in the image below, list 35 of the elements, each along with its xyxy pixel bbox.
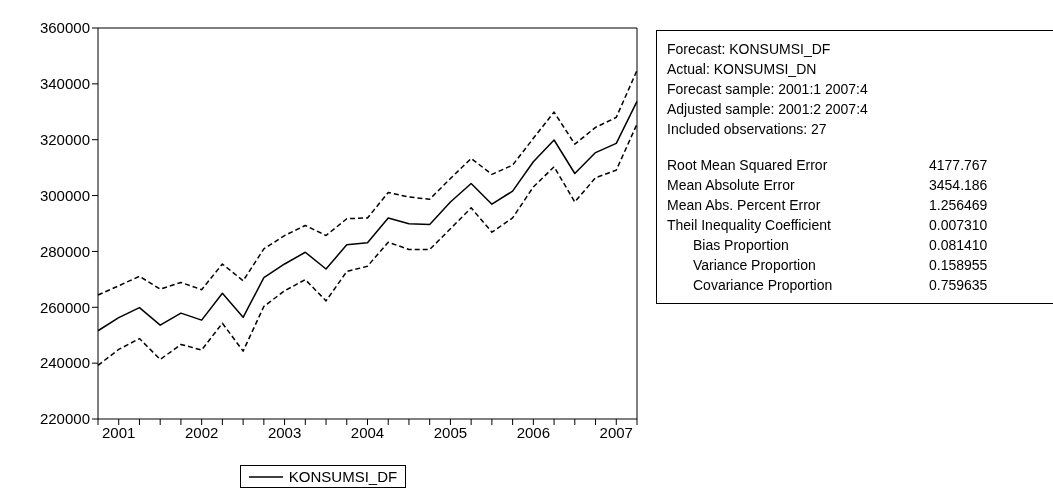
text: Variance Proportion bbox=[692, 256, 817, 275]
y-tick-label: 240000 bbox=[39, 354, 90, 372]
text: Root Mean Squared Error bbox=[667, 156, 829, 175]
text: 0.158955 bbox=[929, 256, 988, 275]
text: Theil Inequality Coefficient bbox=[667, 216, 832, 235]
y-tick-label: 320000 bbox=[39, 131, 90, 149]
text: Included observations: 27 bbox=[667, 120, 828, 139]
y-tick-label: 260000 bbox=[39, 298, 90, 316]
y-tick-label: 340000 bbox=[39, 75, 90, 93]
y-tick-label: 360000 bbox=[39, 19, 90, 37]
legend-label: KONSUMSI_DF bbox=[288, 468, 398, 485]
text: 3454.186 bbox=[929, 176, 988, 195]
x-tick-label: 2005 bbox=[433, 423, 468, 441]
text: 0.007310 bbox=[929, 216, 988, 235]
y-tick-label: 280000 bbox=[39, 242, 90, 260]
x-tick-label: 2006 bbox=[516, 423, 551, 441]
text: Actual: KONSUMSI_DN bbox=[667, 60, 818, 79]
text: 4177.767 bbox=[929, 156, 988, 175]
y-tick-label: 220000 bbox=[39, 410, 90, 428]
text: 0.081410 bbox=[929, 236, 988, 255]
text: Mean Abs. Percent Error bbox=[667, 196, 822, 215]
x-tick-label: 2001 bbox=[102, 423, 136, 441]
text: 1.256469 bbox=[929, 196, 988, 215]
x-tick-label: 2002 bbox=[184, 423, 219, 441]
text: Bias Proportion bbox=[692, 236, 790, 255]
text: Mean Absolute Error bbox=[667, 176, 796, 195]
text: Forecast sample: 2001:1 2007:4 bbox=[667, 80, 869, 99]
x-tick-label: 2003 bbox=[267, 423, 302, 441]
x-tick-label: 2007 bbox=[599, 423, 633, 441]
text: Forecast: KONSUMSI_DF bbox=[667, 40, 832, 59]
y-tick-label: 300000 bbox=[39, 186, 90, 204]
text: Covariance Proportion bbox=[692, 276, 834, 295]
text: 0.759635 bbox=[929, 276, 988, 295]
text: Adjusted sample: 2001:2 2007:4 bbox=[667, 100, 869, 119]
x-tick-label: 2004 bbox=[350, 423, 385, 441]
